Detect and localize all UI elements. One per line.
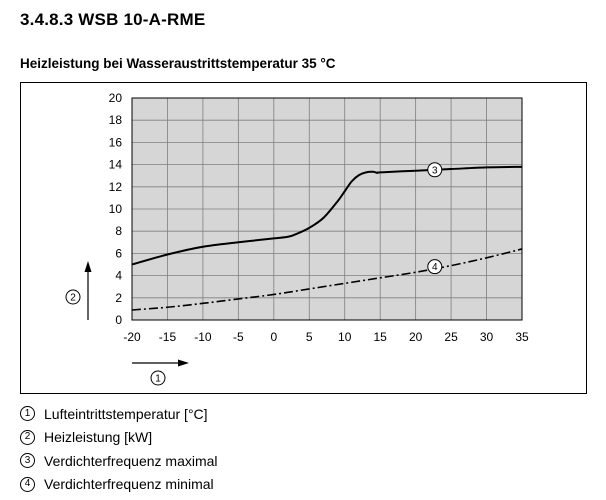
x-axis-marker: 1 xyxy=(150,370,166,386)
x-tick-label: -5 xyxy=(233,330,244,344)
y-tick-label: 2 xyxy=(115,291,122,305)
y-tick-label: 4 xyxy=(115,269,122,283)
legend-marker-4: 4 xyxy=(20,476,35,492)
x-axis-marker-label: 1 xyxy=(155,374,161,385)
x-tick-label: 5 xyxy=(306,330,313,344)
legend-item-y-axis: 2 Heizleistung [kW] xyxy=(20,426,218,450)
legend-label-series-min: Verdichterfrequenz minimal xyxy=(44,476,214,493)
x-tick-label: 0 xyxy=(270,330,277,344)
x-axis-arrow xyxy=(132,359,189,367)
y-tick-label: 10 xyxy=(109,202,123,216)
series-marker-circle xyxy=(427,162,443,178)
legend-marker-1: 1 xyxy=(20,406,35,422)
y-tick-label: 8 xyxy=(115,224,122,238)
y-axis-marker: 2 xyxy=(65,289,81,305)
x-tick-label: 20 xyxy=(409,330,423,344)
legend-label-x-axis: Lufteintrittstemperatur [°C] xyxy=(44,405,208,422)
legend-marker-3: 3 xyxy=(20,453,35,469)
series-markers: 34 xyxy=(427,162,443,275)
y-arrow-head xyxy=(84,261,92,272)
y-tick-label: 12 xyxy=(109,180,123,194)
x-arrow-head xyxy=(178,359,189,367)
x-tick-label: -20 xyxy=(123,330,141,344)
x-tick-label: -10 xyxy=(194,330,212,344)
y-tick-label: 16 xyxy=(109,135,123,149)
legend: 1 Lufteintrittstemperatur [°C] 2 Heizlei… xyxy=(20,402,218,496)
chart-title: Heizleistung bei Wasseraustrittstemperat… xyxy=(20,56,336,71)
x-tick-labels: -20 -15 -10 -5 0 5 10 15 20 25 30 35 xyxy=(123,330,529,344)
legend-marker-2: 2 xyxy=(20,429,35,445)
x-tick-label: 25 xyxy=(444,330,458,344)
grid xyxy=(131,97,523,321)
y-tick-label: 0 xyxy=(115,313,122,327)
x-axis-marker-circle xyxy=(150,370,166,386)
legend-label-y-axis: Heizleistung [kW] xyxy=(44,429,153,446)
chart-frame: 0 2 4 6 8 10 12 14 16 18 20 -20 -15 -10 -5 0 5 10 15 20 25 3… xyxy=(20,82,587,394)
legend-item-series-min: 4 Verdichterfrequenz minimal xyxy=(20,473,218,497)
series-marker-4: 4 xyxy=(427,259,443,275)
y-tick-label: 6 xyxy=(115,246,122,260)
series-line-4 xyxy=(131,248,523,311)
x-tick-label: 35 xyxy=(515,330,529,344)
y-tick-label: 18 xyxy=(109,113,123,127)
section-heading: 3.4.8.3 WSB 10-A-RME xyxy=(20,10,206,29)
series-marker-label: 4 xyxy=(432,262,438,273)
series-group xyxy=(131,165,523,311)
x-tick-label: 10 xyxy=(338,330,352,344)
y-tick-label: 14 xyxy=(109,158,123,172)
series-marker-circle xyxy=(427,259,443,275)
plot-border xyxy=(131,97,523,321)
series-line-3 xyxy=(131,165,523,266)
legend-item-x-axis: 1 Lufteintrittstemperatur [°C] xyxy=(20,402,218,426)
y-tick-labels: 0 2 4 6 8 10 12 14 16 18 20 xyxy=(109,91,123,327)
x-tick-label: 30 xyxy=(480,330,494,344)
y-axis-arrow xyxy=(84,261,92,320)
y-axis-marker-circle xyxy=(65,289,81,305)
legend-item-series-max: 3 Verdichterfrequenz maximal xyxy=(20,449,218,473)
series-marker-label: 3 xyxy=(432,165,438,176)
y-tick-label: 20 xyxy=(109,91,123,105)
legend-label-series-max: Verdichterfrequenz maximal xyxy=(44,452,218,469)
series-marker-3: 3 xyxy=(427,162,443,178)
x-tick-label: -15 xyxy=(159,330,177,344)
y-axis-marker-label: 2 xyxy=(70,293,76,304)
x-tick-label: 15 xyxy=(374,330,388,344)
